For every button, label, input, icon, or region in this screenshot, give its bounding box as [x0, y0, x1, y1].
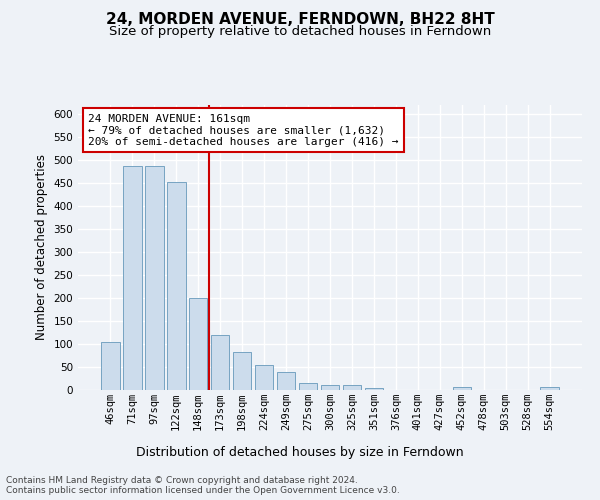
Bar	[541, 387, 559, 390]
Y-axis label: Number of detached properties: Number of detached properties	[35, 154, 48, 340]
Bar	[255, 364, 274, 390]
Text: 24 MORDEN AVENUE: 161sqm
← 79% of detached houses are smaller (1,632)
20% of sem: 24 MORDEN AVENUE: 161sqm ← 79% of detach…	[88, 114, 398, 147]
Text: Size of property relative to detached houses in Ferndown: Size of property relative to detached ho…	[109, 25, 491, 38]
Bar	[365, 388, 383, 390]
Bar	[299, 383, 317, 390]
Bar	[343, 386, 361, 390]
Bar	[211, 335, 229, 390]
Bar	[452, 387, 471, 390]
Bar	[145, 166, 164, 390]
Bar	[123, 166, 142, 390]
Bar	[189, 298, 208, 390]
Bar	[277, 372, 295, 390]
Text: Contains HM Land Registry data © Crown copyright and database right 2024.
Contai: Contains HM Land Registry data © Crown c…	[6, 476, 400, 495]
Text: Distribution of detached houses by size in Ferndown: Distribution of detached houses by size …	[136, 446, 464, 459]
Text: 24, MORDEN AVENUE, FERNDOWN, BH22 8HT: 24, MORDEN AVENUE, FERNDOWN, BH22 8HT	[106, 12, 494, 28]
Bar	[101, 342, 119, 390]
Bar	[233, 352, 251, 390]
Bar	[320, 386, 340, 390]
Bar	[167, 182, 185, 390]
